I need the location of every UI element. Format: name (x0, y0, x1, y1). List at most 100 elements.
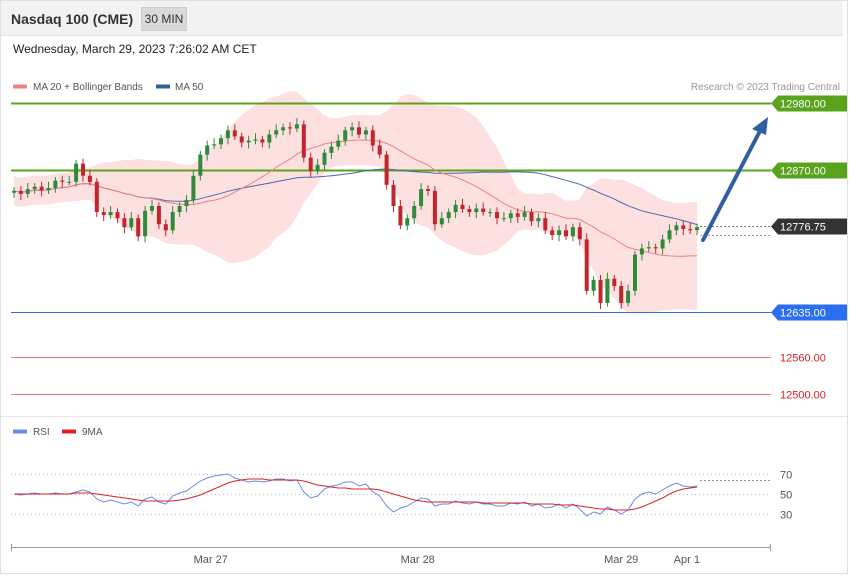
candle-body (501, 218, 506, 220)
candle-body (508, 213, 513, 219)
forecast-arrow (701, 117, 768, 242)
candle-body (577, 227, 582, 240)
candle (46, 181, 51, 194)
candle (267, 129, 272, 149)
candle (94, 178, 99, 217)
candle-body (143, 210, 148, 237)
candle (529, 208, 534, 226)
candle (501, 212, 506, 222)
candle-body (350, 127, 355, 131)
candle (591, 276, 596, 296)
candle (453, 200, 458, 219)
candle (557, 225, 562, 242)
candle-body (543, 218, 548, 231)
legend-swatch-rsi (13, 429, 27, 434)
candle-body (474, 208, 479, 213)
candle-body (163, 224, 168, 231)
candle-body (584, 239, 589, 291)
candle (536, 213, 541, 228)
candle-body (495, 212, 499, 219)
candle (419, 183, 424, 210)
candle (674, 221, 679, 236)
candle-body (391, 184, 396, 206)
legend-label-ma20: MA 20 + Bollinger Bands (33, 82, 143, 93)
candle-body (219, 138, 223, 145)
candle (74, 160, 79, 187)
candle (18, 186, 23, 200)
forecast-arrow-head (752, 117, 768, 135)
time-axis-label: Mar 28 (401, 554, 435, 566)
candle (667, 224, 672, 243)
candle-body (536, 218, 541, 222)
candle-body (550, 230, 555, 236)
legend-swatch-9ma (62, 429, 76, 434)
candle-body (405, 218, 410, 226)
rsi-line (13, 473, 698, 517)
candle (633, 250, 637, 296)
candle (308, 152, 313, 177)
candle-body (94, 181, 99, 213)
candle-body (239, 136, 244, 143)
candle (439, 212, 444, 228)
candle (570, 223, 575, 242)
candle-body (87, 175, 92, 182)
candle-body (253, 139, 258, 141)
rsi-level-label: 70 (780, 470, 792, 482)
candle-body (653, 247, 658, 249)
candle (108, 206, 113, 219)
candle-body (122, 218, 127, 228)
candle (488, 208, 493, 217)
candle (198, 150, 203, 181)
candle (363, 126, 368, 140)
time-axis-labels: Mar 27 Mar 28 Mar 29 Apr 1 (194, 554, 700, 566)
candle (619, 281, 624, 309)
candle (156, 202, 161, 230)
candle-body (129, 218, 134, 228)
candle (336, 134, 341, 151)
candle (322, 149, 327, 170)
candle-body (267, 134, 272, 143)
candle-body (329, 146, 334, 153)
candle-body (225, 130, 230, 139)
candle (53, 177, 58, 193)
candle-body (336, 140, 341, 147)
candle-body (357, 127, 361, 135)
candle-body (156, 206, 161, 225)
level-label-box (771, 162, 847, 179)
candle (294, 118, 299, 133)
candle (232, 124, 237, 140)
candle (350, 122, 355, 137)
candle (612, 275, 617, 291)
candle (101, 207, 106, 222)
timeframe-button[interactable]: 30 MIN (141, 7, 187, 31)
candle-body (191, 175, 196, 200)
candle-body (170, 212, 175, 231)
chart-datetime: Wednesday, March 29, 2023 7:26:02 AM CET (13, 42, 257, 56)
candle (150, 200, 154, 215)
time-axis-label: Apr 1 (674, 554, 700, 566)
candle-body (481, 208, 486, 213)
rsi-ma-line (14, 478, 698, 511)
candle (274, 124, 279, 139)
candle-body (598, 279, 603, 303)
candle-body (115, 212, 120, 219)
candle-body (674, 225, 679, 231)
candle-body (232, 130, 237, 137)
candle (315, 158, 320, 175)
candle (246, 135, 251, 149)
candle (688, 223, 693, 234)
rsi-levels: 70 50 30 (11, 470, 792, 522)
candle-body (432, 190, 437, 225)
candle (122, 213, 127, 234)
level-label: 12980.00 (780, 99, 826, 111)
candle (522, 206, 527, 221)
candle-body (212, 144, 217, 146)
rsi-level-label: 30 (780, 510, 792, 522)
candle (67, 175, 72, 186)
candle (398, 200, 403, 230)
candle (598, 275, 603, 309)
candle (281, 123, 286, 136)
candle-body (18, 190, 23, 194)
ma20-line (13, 139, 698, 257)
research-credit: Research © 2023 Trading Central (691, 82, 840, 93)
